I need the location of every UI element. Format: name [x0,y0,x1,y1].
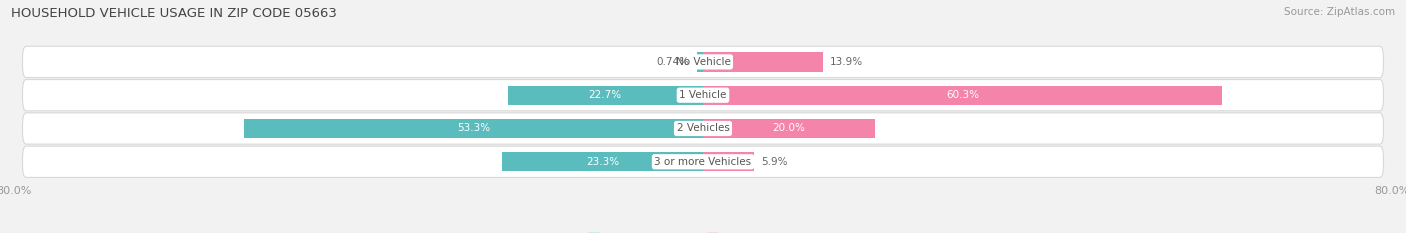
FancyBboxPatch shape [22,79,1384,111]
Text: 13.9%: 13.9% [830,57,863,67]
Text: Source: ZipAtlas.com: Source: ZipAtlas.com [1284,7,1395,17]
Text: No Vehicle: No Vehicle [675,57,731,67]
Bar [703,119,875,138]
FancyBboxPatch shape [22,146,1384,177]
Bar [703,152,754,171]
Text: 22.7%: 22.7% [589,90,621,100]
Bar [508,86,703,105]
Text: 2 Vehicles: 2 Vehicles [676,123,730,134]
Bar [502,152,703,171]
FancyBboxPatch shape [22,113,1384,144]
Text: 1 Vehicle: 1 Vehicle [679,90,727,100]
Text: 53.3%: 53.3% [457,123,491,134]
Text: 3 or more Vehicles: 3 or more Vehicles [654,157,752,167]
Bar [245,119,703,138]
Bar [696,52,703,72]
FancyBboxPatch shape [22,46,1384,78]
Text: 0.74%: 0.74% [657,57,690,67]
Text: HOUSEHOLD VEHICLE USAGE IN ZIP CODE 05663: HOUSEHOLD VEHICLE USAGE IN ZIP CODE 0566… [11,7,337,20]
Text: 20.0%: 20.0% [773,123,806,134]
Text: 23.3%: 23.3% [586,157,619,167]
Bar [703,86,1222,105]
Bar [703,52,823,72]
Text: 60.3%: 60.3% [946,90,979,100]
Text: 5.9%: 5.9% [761,157,787,167]
